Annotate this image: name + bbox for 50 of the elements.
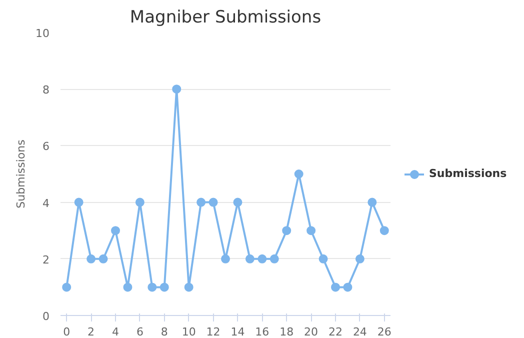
point bbox=[111, 226, 120, 236]
x-tick-label: 8 bbox=[160, 326, 168, 338]
point bbox=[258, 254, 267, 264]
point bbox=[148, 282, 157, 292]
point bbox=[270, 254, 279, 264]
point bbox=[282, 226, 292, 236]
point bbox=[160, 282, 169, 292]
point bbox=[294, 170, 304, 178]
x-tick-label: 26 bbox=[377, 326, 392, 338]
x-tick-label: 16 bbox=[255, 326, 270, 338]
y-tick-label: 2 bbox=[42, 253, 50, 266]
point bbox=[208, 198, 218, 207]
x-tick-label: 2 bbox=[88, 326, 95, 338]
x-tick-label: 22 bbox=[328, 326, 342, 338]
point bbox=[343, 282, 352, 292]
x-tick-label: 10 bbox=[182, 326, 196, 338]
point bbox=[233, 198, 242, 207]
y-tick-label: 8 bbox=[42, 84, 50, 97]
x-tick-label: 6 bbox=[136, 326, 144, 338]
point bbox=[172, 84, 182, 94]
y-tick-label: 6 bbox=[42, 140, 50, 154]
point bbox=[98, 254, 108, 264]
y-axis-title: Submissions bbox=[14, 139, 28, 208]
x-tick-label: 4 bbox=[112, 326, 119, 338]
point bbox=[74, 198, 84, 207]
x-tick-label: 14 bbox=[230, 326, 245, 338]
y-tick-label: 10 bbox=[36, 27, 50, 40]
point bbox=[380, 226, 389, 236]
point bbox=[331, 282, 340, 292]
x-tick-label: 0 bbox=[63, 326, 70, 338]
x-tick-label: 18 bbox=[280, 326, 294, 338]
y-tick-label: 4 bbox=[42, 196, 50, 210]
point bbox=[123, 282, 132, 292]
x-tick-label: 12 bbox=[206, 326, 220, 338]
chart-title: Magniber Submissions bbox=[130, 8, 322, 28]
point bbox=[221, 254, 230, 264]
y-tick-label: 0 bbox=[42, 310, 50, 323]
point bbox=[355, 254, 364, 264]
legend-label: Submissions bbox=[429, 167, 507, 180]
point bbox=[245, 254, 254, 264]
point bbox=[318, 254, 328, 264]
point bbox=[196, 198, 206, 207]
point bbox=[62, 282, 72, 292]
point bbox=[306, 226, 316, 236]
point bbox=[135, 198, 144, 207]
point bbox=[184, 282, 194, 292]
point bbox=[86, 254, 96, 264]
point bbox=[368, 198, 377, 207]
x-tick-label: 20 bbox=[304, 326, 318, 338]
x-tick-label: 24 bbox=[352, 326, 367, 338]
